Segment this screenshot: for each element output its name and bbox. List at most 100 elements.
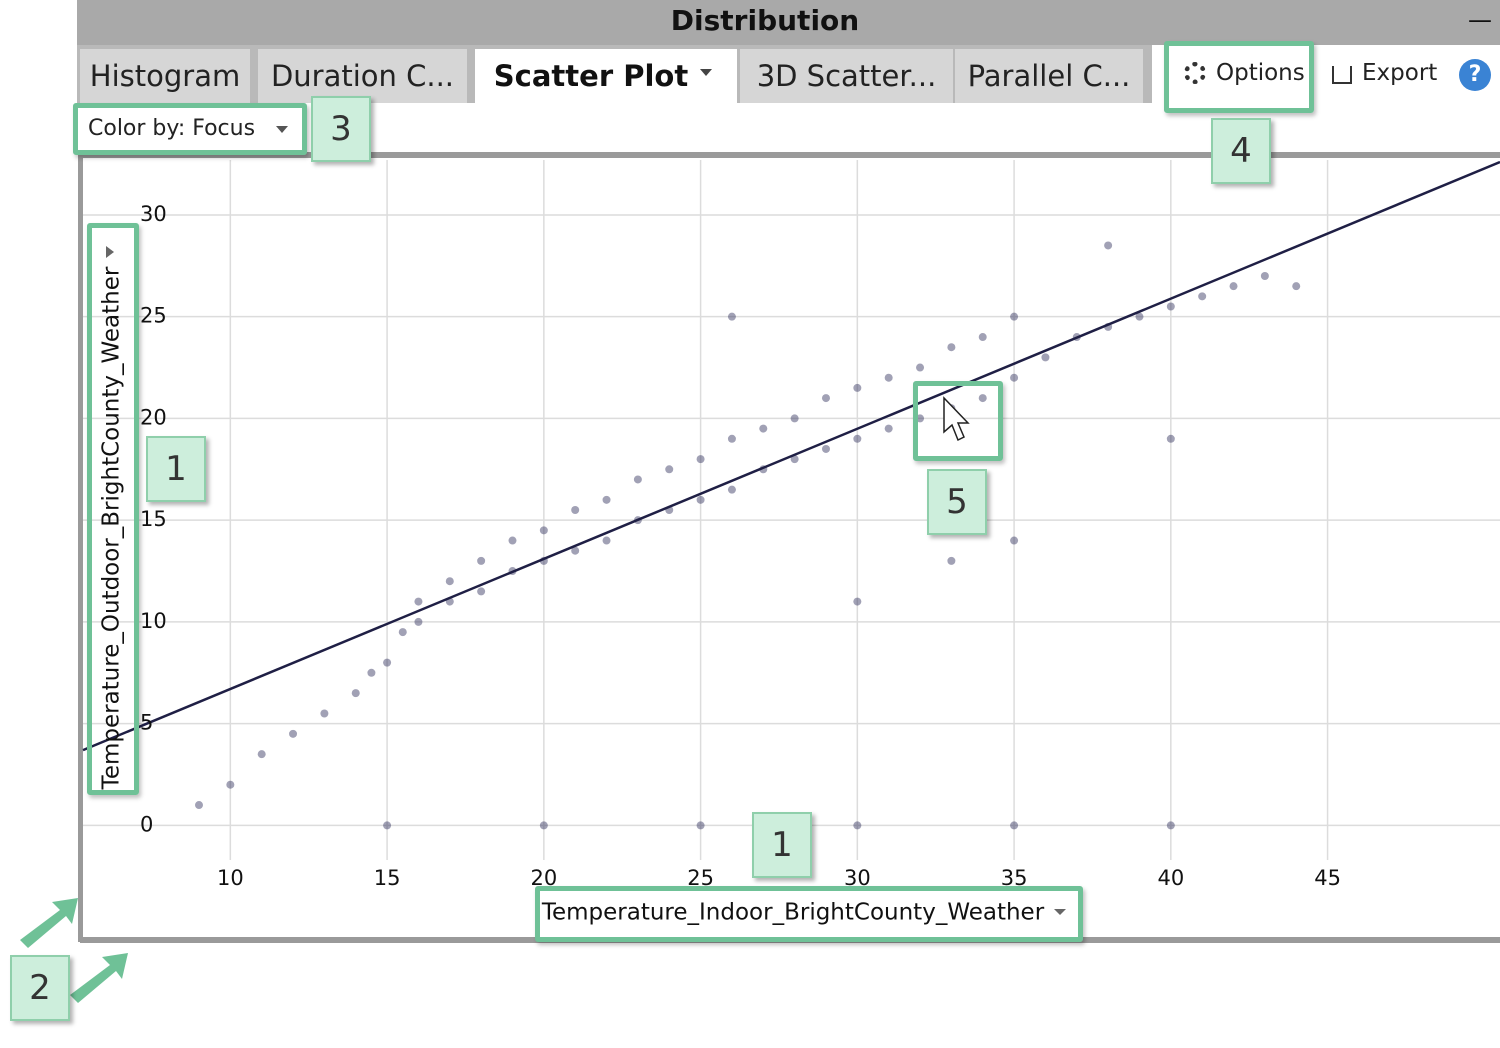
tab[interactable]: Duration C... [258,49,467,103]
data-point [539,821,548,830]
x-axis-label[interactable]: Temperature_Indoor_BrightCounty_Weather [541,900,1045,926]
data-point [727,312,736,321]
data-point [853,597,862,606]
help-button[interactable]: ? [1459,59,1491,91]
data-point [790,414,799,423]
data-point [1166,821,1175,830]
frame-left [78,152,83,942]
data-point [1135,312,1144,321]
data-point [383,821,392,830]
data-point [508,536,517,545]
y-axis-label[interactable]: Temperature_Outdoor_BrightCounty_Weather [99,266,125,790]
x-axis-dropdown[interactable] [1054,909,1066,915]
data-point [289,729,298,738]
callout-number: 4 [1211,118,1271,184]
data-point [790,455,799,464]
resize-arrow [20,898,78,948]
callout-number: 2 [10,955,70,1021]
data-point [916,414,925,423]
tab[interactable]: 3D Scatter... [740,49,953,103]
tab-active[interactable]: Scatter Plot [475,49,737,103]
data-point [1260,271,1269,280]
data-point [978,394,987,403]
title-bar: Distribution — [77,0,1500,45]
export-button[interactable]: Export [1362,60,1438,86]
data-point [571,506,580,514]
callout-number: 3 [311,96,371,162]
highlight-box [1164,41,1314,113]
resize-arrow [70,953,128,1003]
trend-line [82,160,1500,752]
options-button[interactable]: Options [1216,60,1305,86]
y-tick-label: 25 [140,304,167,328]
data-point [414,597,423,606]
y-tick-label: 0 [140,812,153,836]
data-point [1010,312,1019,321]
data-point [727,485,736,494]
y-tick-label: 20 [140,405,167,429]
y-tick-label: 10 [140,609,167,633]
data-point [383,658,392,667]
data-point [727,434,736,443]
data-point [477,556,486,565]
data-point [194,801,203,810]
data-point [821,444,830,453]
callout-number: 5 [927,469,987,535]
data-point [1104,241,1113,250]
data-point [477,587,486,596]
y-tick-label: 5 [140,711,153,735]
data-point [947,556,956,565]
x-tick-label: 45 [1314,866,1341,890]
data-point [978,333,987,342]
tab-dropdown-arrow[interactable] [700,69,712,76]
callout-number: 1 [752,812,812,878]
data-point [853,434,862,443]
data-point [853,383,862,392]
data-point [947,343,956,352]
data-point [696,495,705,504]
data-point [602,495,611,504]
data-point [821,394,830,403]
data-point [884,424,893,433]
data-point [696,821,705,830]
tab[interactable]: Histogram [80,49,250,103]
y-axis-expand[interactable] [106,246,114,258]
highlight-box [73,103,307,155]
x-tick-label: 40 [1157,866,1184,890]
data-point [351,689,360,698]
data-point [1229,282,1238,291]
data-point [414,617,423,626]
data-point [367,668,376,677]
highlight-box [535,886,1083,942]
color-by-dropdown[interactable]: Color by: Focus [88,116,256,141]
highlight-box [87,223,139,795]
data-point [226,780,235,789]
export-icon[interactable] [1332,66,1352,84]
tab-bar: Histogram Duration C... Scatter Plot 3D … [77,45,1152,103]
data-point [1010,536,1019,545]
data-point [602,536,611,545]
data-point [1292,282,1301,291]
data-point [633,475,642,484]
x-tick-label: 10 [217,866,244,890]
dropdown-arrow[interactable] [276,126,288,133]
gear-icon[interactable] [1184,62,1206,84]
y-tick-label: 15 [140,507,167,531]
data-point [665,465,674,474]
data-point [884,373,893,382]
data-point [1010,821,1019,830]
mouse-cursor [943,396,970,442]
data-point [539,526,548,535]
data-point [696,455,705,464]
window-title: Distribution [670,4,860,37]
data-point [1041,353,1050,362]
highlight-box [913,381,1003,461]
data-point [257,750,266,759]
data-point [398,628,407,637]
data-point [1166,302,1175,311]
x-tick-label: 15 [374,866,401,890]
data-point [1010,373,1019,382]
minimize-button[interactable]: — [1468,6,1492,34]
tab[interactable]: Parallel C... [955,49,1143,103]
